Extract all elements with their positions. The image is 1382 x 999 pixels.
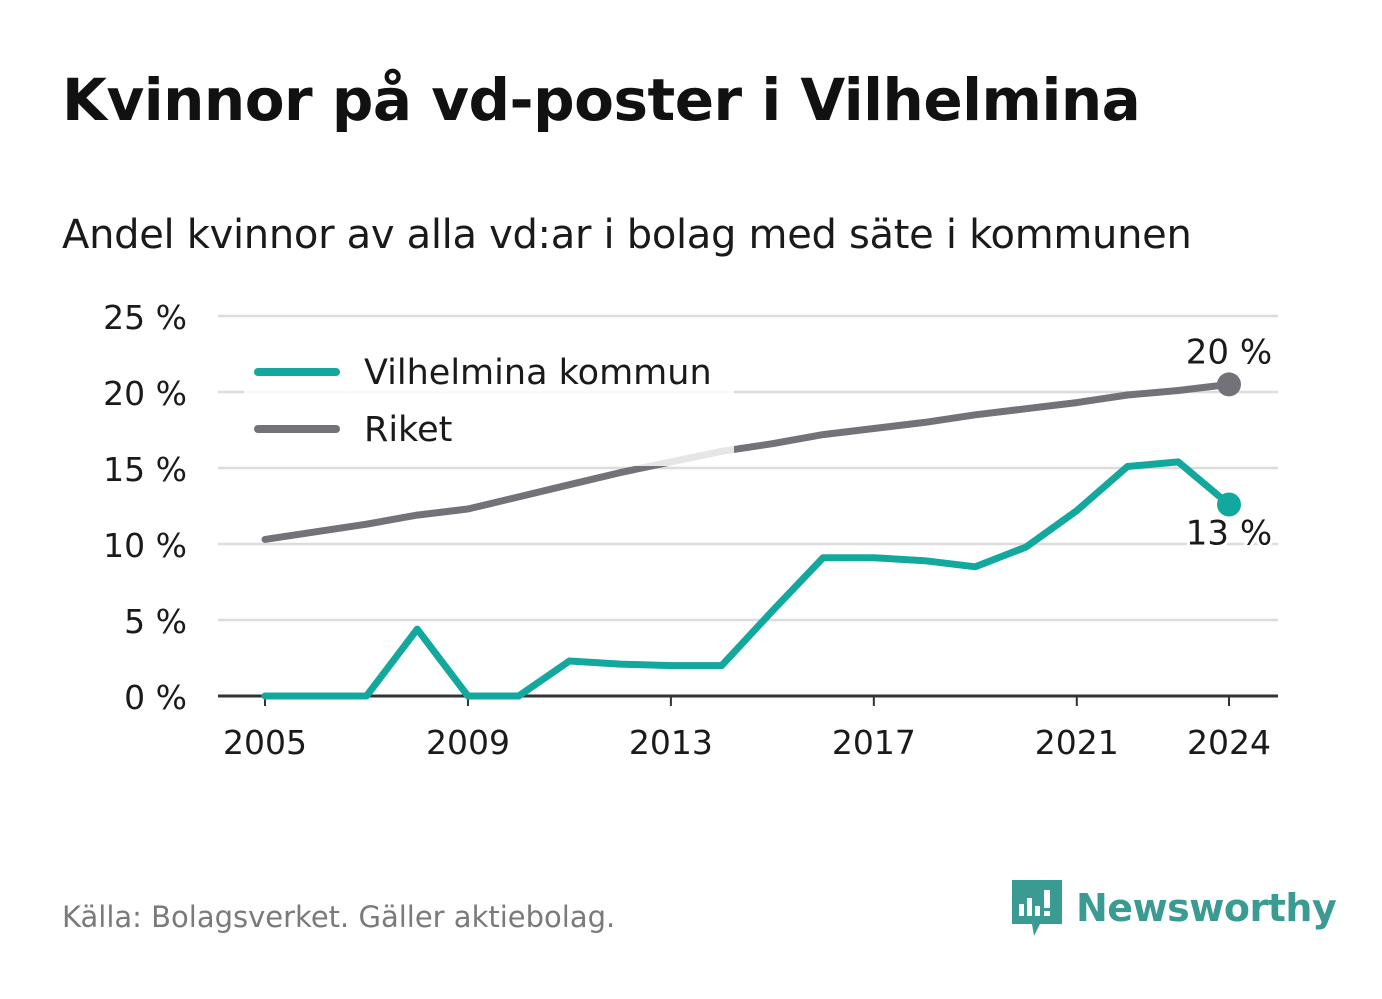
x-tick-label: 2017	[832, 723, 916, 762]
y-tick-label: 0 %	[124, 678, 187, 717]
series-end-point	[1217, 372, 1241, 397]
y-tick-label: 15 %	[103, 450, 187, 489]
legend-label: Vilhelmina kommun	[364, 353, 712, 393]
x-axis-ticks: 2005 2009 2013 2017 2021 2024	[218, 694, 1278, 762]
chart-title: Kvinnor på vd-poster i Vilhelmina	[62, 66, 1141, 134]
legend: Vilhelmina kommun Riket	[244, 348, 734, 466]
x-tick-label: 2024	[1187, 723, 1271, 762]
brand-logo: Newsworthy	[1010, 878, 1337, 938]
x-tick-label: 2021	[1035, 723, 1119, 762]
legend-background	[244, 348, 734, 466]
newsworthy-logo-icon	[1012, 880, 1062, 936]
y-tick-label: 25 %	[103, 298, 187, 337]
y-tick-label: 5 %	[124, 602, 187, 641]
y-tick-label: 10 %	[103, 526, 187, 565]
end-labels: 13 % 20 %	[1183, 329, 1275, 556]
series-line	[261, 458, 1233, 700]
source-note: Källa: Bolagsverket. Gäller aktiebolag.	[62, 900, 616, 934]
brand-name: Newsworthy	[1076, 886, 1337, 930]
y-tick-label: 20 %	[103, 374, 187, 413]
x-tick-label: 2009	[426, 723, 510, 762]
x-tick-label: 2005	[223, 723, 307, 762]
series-end-point	[1217, 492, 1241, 517]
series-lines	[261, 372, 1241, 700]
end-value-label: 13 %	[1186, 513, 1272, 553]
end-value-label: 20 %	[1186, 332, 1272, 372]
x-tick-label: 2013	[629, 723, 713, 762]
series-line	[261, 380, 1233, 543]
chart-subtitle: Andel kvinnor av alla vd:ar i bolag med …	[62, 212, 1192, 258]
y-axis-ticks: 0 % 5 % 10 % 15 % 20 % 25 %	[103, 298, 187, 717]
legend-label: Riket	[364, 410, 452, 450]
